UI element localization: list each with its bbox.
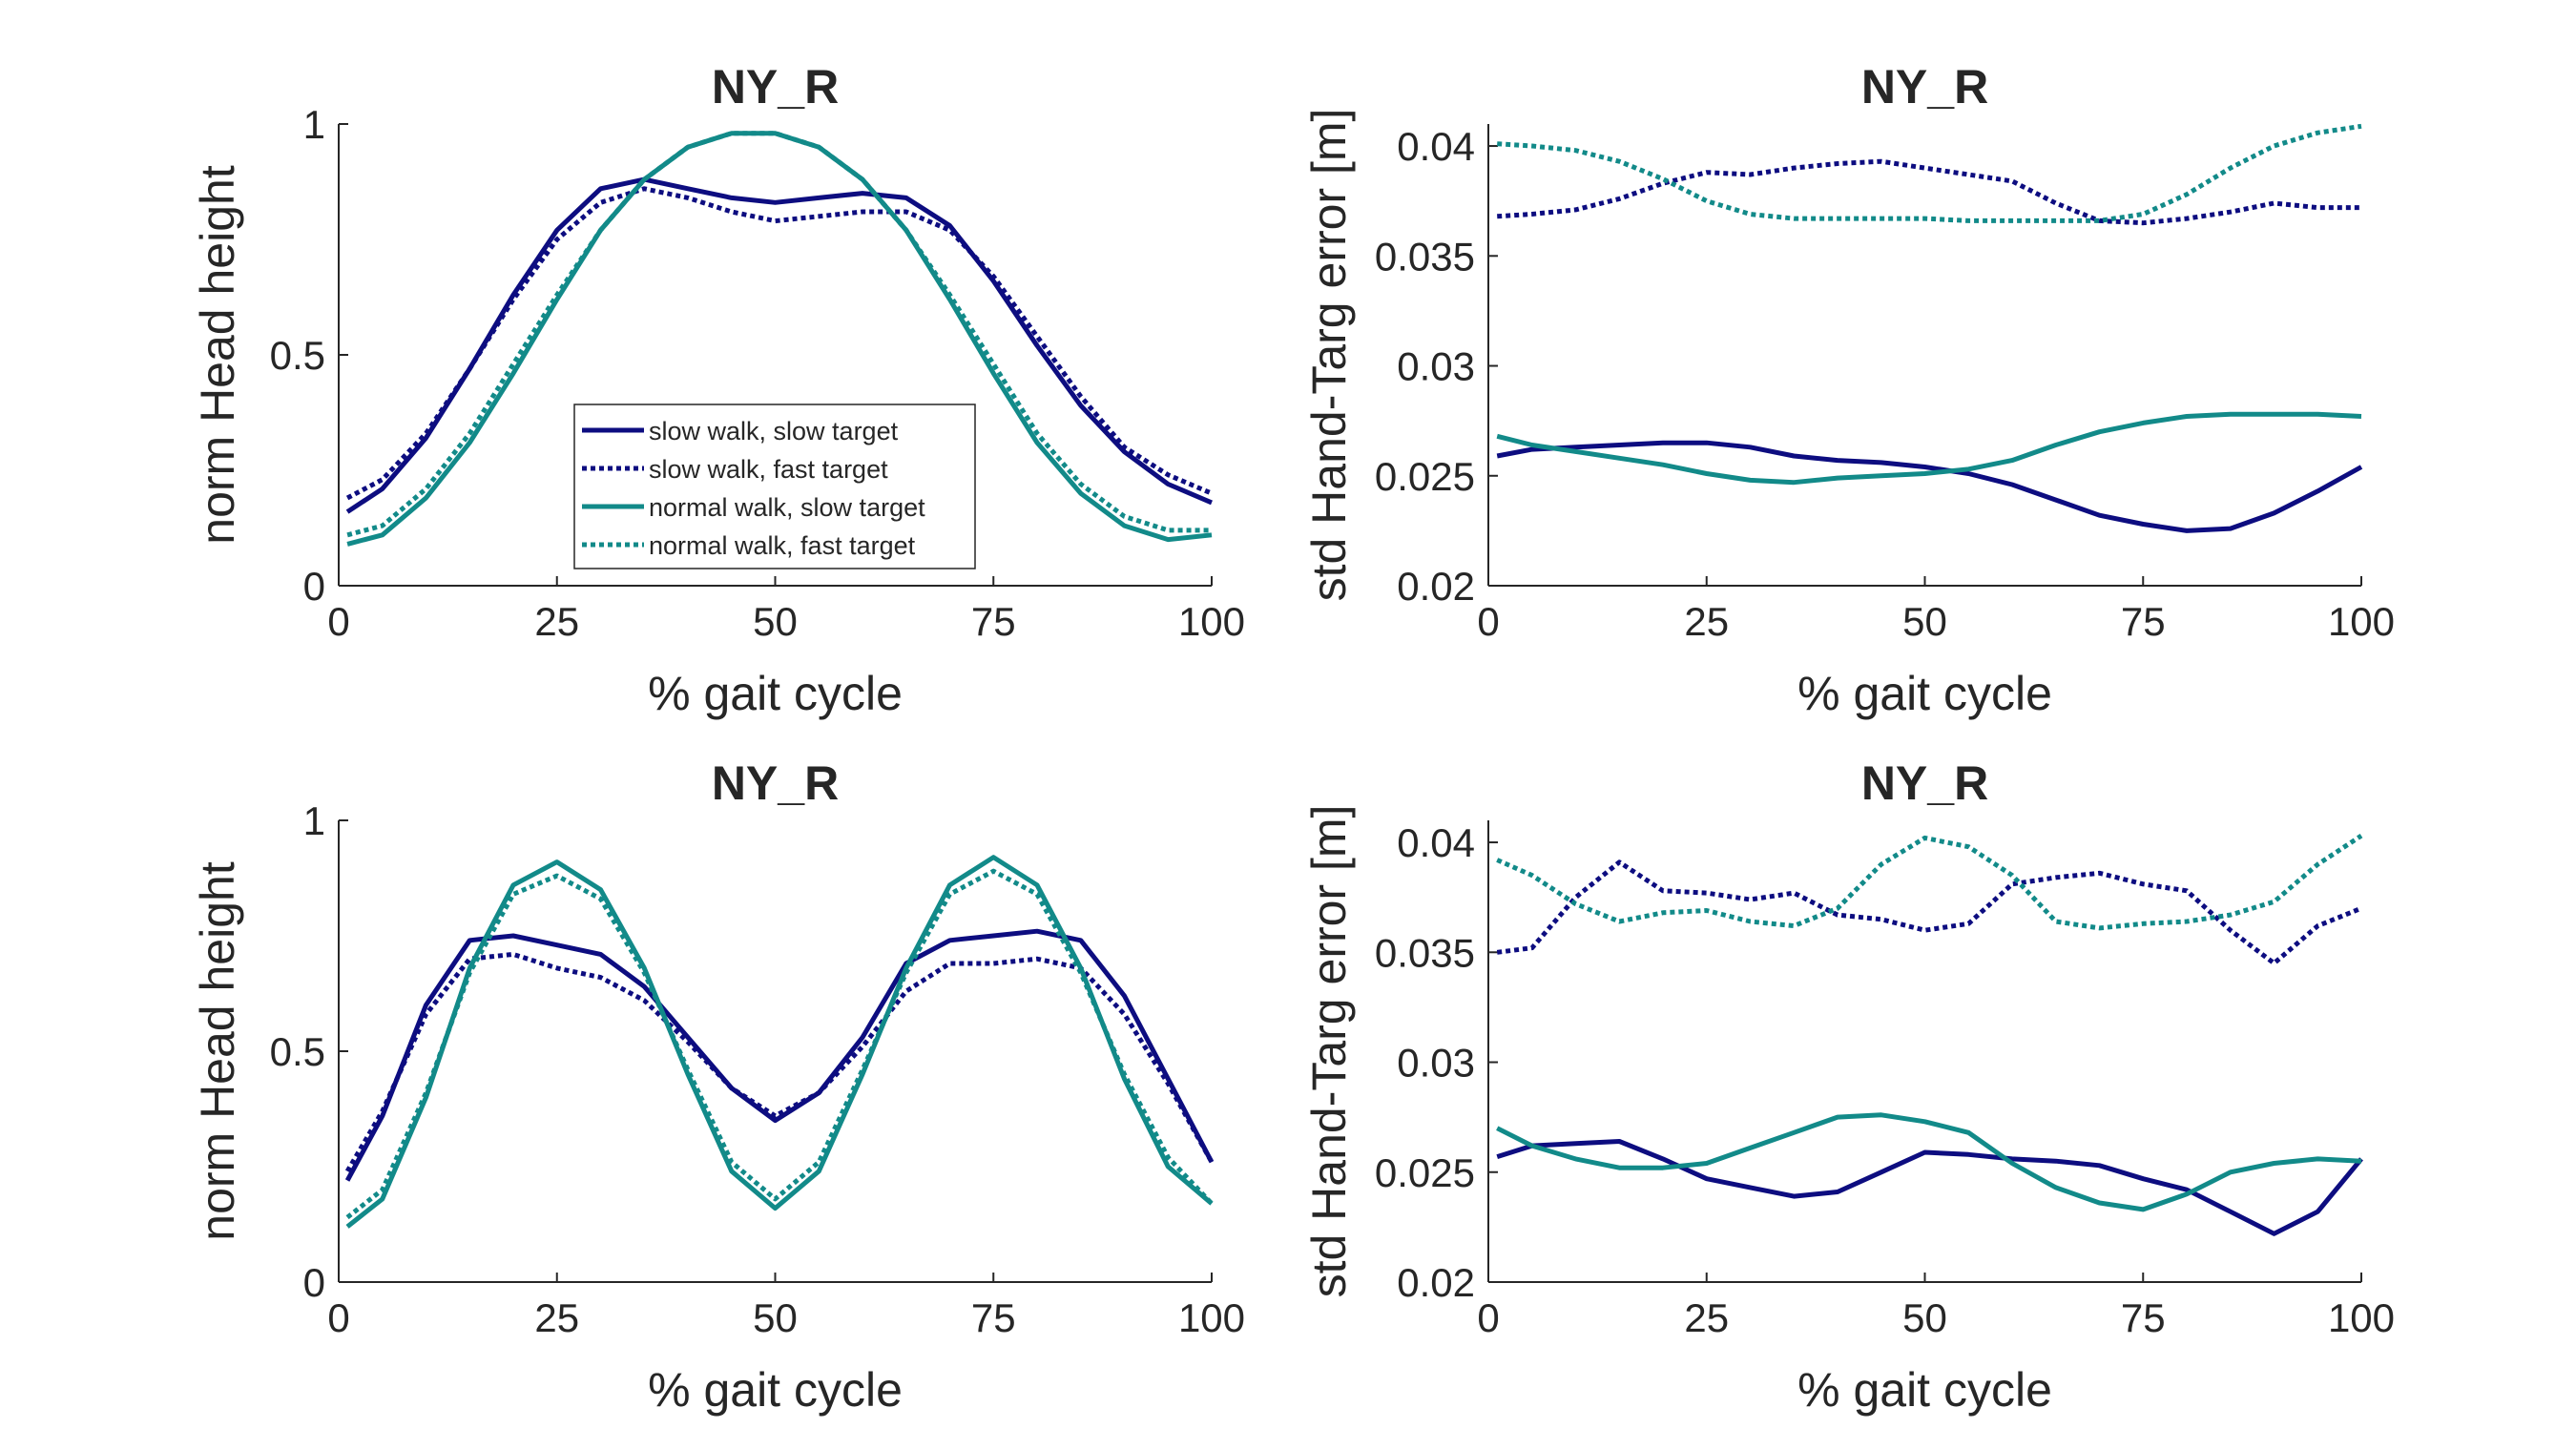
y-tick-label: 0.04 [1397, 124, 1475, 169]
series-line-slow-walk-slow-target [1496, 440, 2363, 533]
series-line-normal-walk-slow-target [1496, 1112, 2362, 1212]
y-tick-label: 1 [303, 798, 325, 843]
y-axis-label: norm Head height [191, 861, 244, 1241]
panel-title: NY_R [712, 756, 839, 810]
y-tick-label: 0 [303, 564, 325, 609]
y-tick-label: 0.025 [1375, 1150, 1475, 1195]
series-line-normal-walk-slow-target [345, 855, 1214, 1229]
x-tick-label: 0 [327, 599, 349, 644]
y-axis-label: std Hand-Targ error [m] [1302, 109, 1356, 602]
series-line-normal-walk-slow-target [1496, 411, 2362, 486]
y-tick-label: 0.02 [1397, 564, 1475, 609]
y-tick-label: 0.03 [1397, 1041, 1475, 1086]
x-tick-label: 100 [2328, 1295, 2395, 1340]
y-tick-label: 0.03 [1397, 344, 1475, 389]
x-tick-label: 50 [753, 599, 798, 644]
legend-label: slow walk, slow target [649, 417, 899, 445]
legend-item-slow-fast: slow walk, fast target [582, 455, 888, 484]
panel-top-left: 0 25 50 75 100 0 0.5 1 NY_R % gait cycle norm Head… [191, 60, 1245, 720]
y-tick-label: 0.035 [1375, 234, 1475, 279]
x-tick-label: 100 [1178, 1295, 1245, 1340]
legend-label: slow walk, fast target [649, 455, 888, 484]
x-tick-label: 25 [1684, 599, 1729, 644]
legend-item-normal-slow: normal walk, slow target [582, 493, 925, 522]
x-tick-label: 100 [1178, 599, 1245, 644]
legend-label: normal walk, fast target [649, 531, 916, 560]
x-tick-label: 0 [327, 1295, 349, 1340]
x-tick-label: 75 [971, 599, 1016, 644]
x-tick-label: 25 [1684, 1295, 1729, 1340]
y-tick-label: 0.5 [270, 333, 325, 378]
y-tick-label: 0.035 [1375, 930, 1475, 975]
series-line-slow-walk-fast-target [1497, 158, 2361, 226]
series-line-slow-walk-fast-target [345, 186, 1213, 501]
series-line-slow-walk-fast-target [1496, 859, 2362, 966]
series-line-normal-walk-fast-target [1497, 123, 2362, 223]
x-tick-label: 50 [753, 1295, 798, 1340]
x-tick-label: 75 [2121, 599, 2166, 644]
x-axis-label: % gait cycle [648, 667, 903, 720]
y-tick-label: 0 [303, 1260, 325, 1305]
legend-item-normal-fast: normal walk, fast target [582, 531, 916, 560]
legend-item-slow-slow: slow walk, slow target [582, 417, 899, 445]
y-tick-label: 0.04 [1397, 820, 1475, 865]
panel-bottom-right: 0 25 50 75 100 0.02 0.025 0.03 0.035 0.04 NY_R % ga… [1302, 756, 2395, 1417]
x-tick-label: 50 [1902, 599, 1947, 644]
y-axis-label: norm Head height [191, 165, 244, 545]
x-axis-label: % gait cycle [1797, 1363, 2052, 1417]
x-tick-label: 100 [2328, 599, 2395, 644]
x-tick-label: 0 [1477, 599, 1499, 644]
panel-bottom-left: 0 25 50 75 100 0 0.5 1 NY_R % gait cycle norm Head… [191, 756, 1245, 1417]
panel-title: NY_R [712, 60, 839, 114]
x-tick-label: 0 [1477, 1295, 1499, 1340]
series-line-slow-walk-fast-target [344, 951, 1215, 1173]
y-tick-label: 0.5 [270, 1029, 325, 1074]
x-tick-label: 25 [534, 599, 579, 644]
series-line-normal-walk-fast-target [345, 868, 1214, 1220]
x-tick-label: 25 [534, 1295, 579, 1340]
panel-top-right: 0 25 50 75 100 0.02 0.025 0.03 0.035 0.04 NY_R % ga… [1302, 60, 2395, 720]
series-line-slow-walk-slow-target [1496, 1139, 2363, 1236]
y-axis-label: std Hand-Targ error [m] [1302, 805, 1356, 1298]
series-line-normal-walk-slow-target [346, 131, 1213, 547]
x-tick-label: 50 [1902, 1295, 1947, 1340]
series-line-normal-walk-fast-target [346, 131, 1212, 538]
y-tick-label: 0.02 [1397, 1260, 1475, 1305]
series-line-normal-walk-fast-target [1496, 834, 2363, 931]
legend: slow walk, slow target slow walk, fast t… [573, 404, 976, 569]
x-axis-label: % gait cycle [1797, 667, 2052, 720]
x-tick-label: 75 [971, 1295, 1016, 1340]
y-tick-label: 1 [303, 102, 325, 147]
y-tick-label: 0.025 [1375, 454, 1475, 499]
x-tick-label: 75 [2121, 1295, 2166, 1340]
legend-label: normal walk, slow target [649, 493, 925, 522]
x-axis-label: % gait cycle [648, 1363, 903, 1417]
panel-title: NY_R [1861, 60, 1988, 114]
panel-title: NY_R [1861, 756, 1988, 810]
